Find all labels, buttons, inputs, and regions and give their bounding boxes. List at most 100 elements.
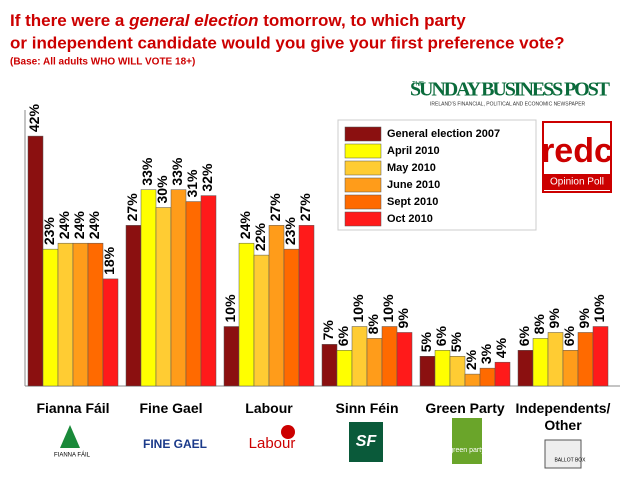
party-logo: SF [356,433,378,450]
bar [479,367,496,387]
data-label: 6% [433,326,449,347]
legend-label: April 2010 [387,145,440,157]
data-label: 5% [418,331,434,352]
bar [238,242,255,387]
legend-swatch [344,143,382,159]
bar [27,135,44,387]
labour-rose [281,425,295,439]
data-label: 42% [26,104,42,133]
x-tick-label: Independents/ Other [515,400,611,433]
data-label: 24% [86,211,102,240]
data-label: 5% [448,331,464,352]
x-tick-label: Labour [245,400,293,416]
bar [434,350,451,387]
bar [268,225,285,387]
paper-name: SUNDAY BUSINESS POST [410,79,611,101]
data-label: 9% [395,308,411,329]
bar [72,242,89,387]
subtitle: (Base: All adults WHO WILL VOTE 18+) [10,57,195,68]
party-logo: FINE GAEL [143,437,207,451]
bar [336,350,353,387]
data-label: 31% [184,169,200,198]
title-part: If there were a [10,11,129,30]
data-label: 27% [124,193,140,222]
data-label: 8% [365,314,381,335]
legend-swatch [344,177,382,193]
legend-label: General election 2007 [387,128,500,140]
data-label: 3% [478,343,494,364]
x-tick-label: Sinn Féin [335,400,399,416]
bar [577,332,594,387]
legend-label: Sept 2010 [387,196,438,208]
bar [351,326,368,387]
bar [155,207,172,387]
title-line1: If there were a general election tomorro… [10,11,466,30]
bar [562,350,579,387]
title-part: tomorrow, to which party [259,11,467,30]
data-label: 4% [493,337,509,358]
data-label: 9% [576,308,592,329]
bar [253,254,270,387]
bar [494,361,511,387]
bar [283,248,300,387]
bar [381,326,398,387]
party-logo: FIANNA FÁIL [54,452,91,459]
data-label: 33% [139,157,155,186]
data-label: 10% [222,294,238,323]
bar [532,338,549,387]
data-label: 9% [546,308,562,329]
paper-the: THE [412,82,424,88]
party-logo: green party [449,447,485,454]
paper-tagline: IRELAND'S FINANCIAL, POLITICAL AND ECONO… [430,101,586,107]
legend-label: Oct 2010 [387,213,433,225]
legend-swatch [344,126,382,142]
bar [419,356,436,387]
bar [102,278,119,387]
title-part: general election [128,11,258,30]
data-label: 6% [516,326,532,347]
data-label: 10% [591,294,607,323]
x-tick-label: Green Party [425,400,505,416]
bar [170,189,187,387]
bar [185,201,202,387]
data-label: 33% [169,157,185,186]
bar [140,189,157,387]
bar [321,344,338,387]
data-label: 18% [101,246,117,275]
sf-logo-box [349,422,383,462]
title-line2: or independent candidate would you give … [10,33,564,52]
legend-swatch [344,211,382,227]
data-label: 6% [561,326,577,347]
pollster-band [543,174,611,190]
data-label: 23% [41,217,57,246]
data-label: 27% [267,193,283,222]
data-label: 2% [463,349,479,370]
x-tick-label: Fianna Fáil [36,400,110,416]
bar [57,242,74,387]
bar [298,225,315,387]
data-label: 30% [154,175,170,204]
data-label: 6% [335,326,351,347]
pollster-tag: Opinion Poll [550,177,604,188]
data-label: 32% [199,163,215,192]
green-logo-box [452,418,482,464]
pollster-name: redc [541,132,613,170]
bar [592,326,609,387]
data-label: 27% [297,193,313,222]
ballot-box [544,439,582,469]
bar [396,332,413,387]
x-tick-label: Fine Gael [139,400,203,416]
bar [449,356,466,387]
data-label: 10% [350,294,366,323]
data-label: 24% [71,211,87,240]
party-logo: BALLOT BOX [554,457,586,463]
legend-label: May 2010 [387,162,436,174]
bar [223,326,240,387]
data-label: 24% [56,211,72,240]
data-label: 8% [531,314,547,335]
ff-logo [60,425,80,448]
bar [366,338,383,387]
bar [517,350,534,387]
